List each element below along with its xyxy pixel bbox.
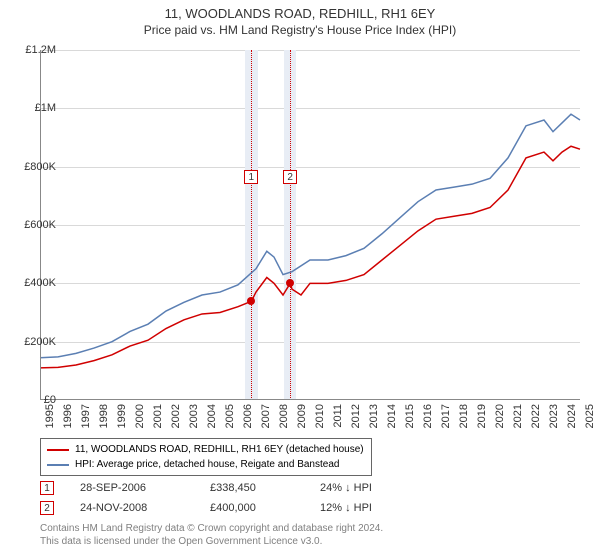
y-tick-label: £400K xyxy=(24,277,56,289)
title-block: 11, WOODLANDS ROAD, REDHILL, RH1 6EY Pri… xyxy=(0,0,600,37)
x-tick-label: 1998 xyxy=(98,404,110,428)
x-tick-label: 2021 xyxy=(512,404,524,428)
sale-pct-vs-hpi: 12% ↓ HPI xyxy=(320,502,400,514)
y-tick-label: £800K xyxy=(24,161,56,173)
sale-price: £338,450 xyxy=(210,482,320,494)
x-tick-label: 2000 xyxy=(134,404,146,428)
legend-swatch-icon xyxy=(47,449,69,451)
x-tick-label: 2022 xyxy=(530,404,542,428)
sale-dot-icon xyxy=(286,279,294,287)
x-tick-label: 2007 xyxy=(260,404,272,428)
x-tick-label: 2006 xyxy=(242,404,254,428)
x-tick-label: 1995 xyxy=(44,404,56,428)
y-tick-label: £1.2M xyxy=(25,44,56,56)
title-subtitle: Price paid vs. HM Land Registry's House … xyxy=(0,23,600,37)
sale-marker-box: 2 xyxy=(283,170,297,184)
legend-label: 11, WOODLANDS ROAD, REDHILL, RH1 6EY (de… xyxy=(75,442,364,457)
sale-date: 24-NOV-2008 xyxy=(80,502,210,514)
x-tick-label: 2005 xyxy=(224,404,236,428)
sale-number-box: 1 xyxy=(40,481,54,495)
legend-swatch-icon xyxy=(47,464,69,466)
table-row: 1 28-SEP-2006 £338,450 24% ↓ HPI xyxy=(40,478,400,498)
sale-pct-vs-hpi: 24% ↓ HPI xyxy=(320,482,400,494)
x-tick-label: 2015 xyxy=(404,404,416,428)
x-tick-label: 2017 xyxy=(440,404,452,428)
sale-date: 28-SEP-2006 xyxy=(80,482,210,494)
sale-number-box: 2 xyxy=(40,501,54,515)
x-tick-label: 1996 xyxy=(62,404,74,428)
chart-container: 11, WOODLANDS ROAD, REDHILL, RH1 6EY Pri… xyxy=(0,0,600,560)
footer-attribution: Contains HM Land Registry data © Crown c… xyxy=(40,522,383,548)
footer-line1: Contains HM Land Registry data © Crown c… xyxy=(40,522,383,535)
x-tick-label: 2009 xyxy=(296,404,308,428)
legend-item-price-paid: 11, WOODLANDS ROAD, REDHILL, RH1 6EY (de… xyxy=(47,442,365,457)
x-tick-label: 2003 xyxy=(188,404,200,428)
x-tick-label: 2016 xyxy=(422,404,434,428)
x-tick-label: 2024 xyxy=(566,404,578,428)
x-tick-label: 1997 xyxy=(80,404,92,428)
x-tick-label: 2011 xyxy=(332,404,344,428)
x-tick-label: 2013 xyxy=(368,404,380,428)
x-tick-label: 2008 xyxy=(278,404,290,428)
sale-dot-icon xyxy=(247,297,255,305)
legend: 11, WOODLANDS ROAD, REDHILL, RH1 6EY (de… xyxy=(40,438,372,476)
x-tick-label: 2020 xyxy=(494,404,506,428)
x-tick-label: 2023 xyxy=(548,404,560,428)
legend-label: HPI: Average price, detached house, Reig… xyxy=(75,457,339,472)
x-tick-label: 2018 xyxy=(458,404,470,428)
title-address: 11, WOODLANDS ROAD, REDHILL, RH1 6EY xyxy=(0,6,600,21)
x-tick-label: 2002 xyxy=(170,404,182,428)
x-tick-label: 2001 xyxy=(152,404,164,428)
plot-area xyxy=(40,50,580,400)
y-tick-label: £200K xyxy=(24,336,56,348)
sale-marker-box: 1 xyxy=(244,170,258,184)
footer-line2: This data is licensed under the Open Gov… xyxy=(40,535,383,548)
sale-price: £400,000 xyxy=(210,502,320,514)
table-row: 2 24-NOV-2008 £400,000 12% ↓ HPI xyxy=(40,498,400,518)
x-tick-label: 2004 xyxy=(206,404,218,428)
y-tick-label: £600K xyxy=(24,219,56,231)
x-tick-label: 2014 xyxy=(386,404,398,428)
legend-item-hpi: HPI: Average price, detached house, Reig… xyxy=(47,457,365,472)
sales-table: 1 28-SEP-2006 £338,450 24% ↓ HPI 2 24-NO… xyxy=(40,478,400,518)
x-tick-label: 2010 xyxy=(314,404,326,428)
x-tick-label: 2025 xyxy=(584,404,596,428)
x-tick-label: 1999 xyxy=(116,404,128,428)
y-tick-label: £1M xyxy=(35,102,56,114)
x-tick-label: 2012 xyxy=(350,404,362,428)
x-tick-label: 2019 xyxy=(476,404,488,428)
